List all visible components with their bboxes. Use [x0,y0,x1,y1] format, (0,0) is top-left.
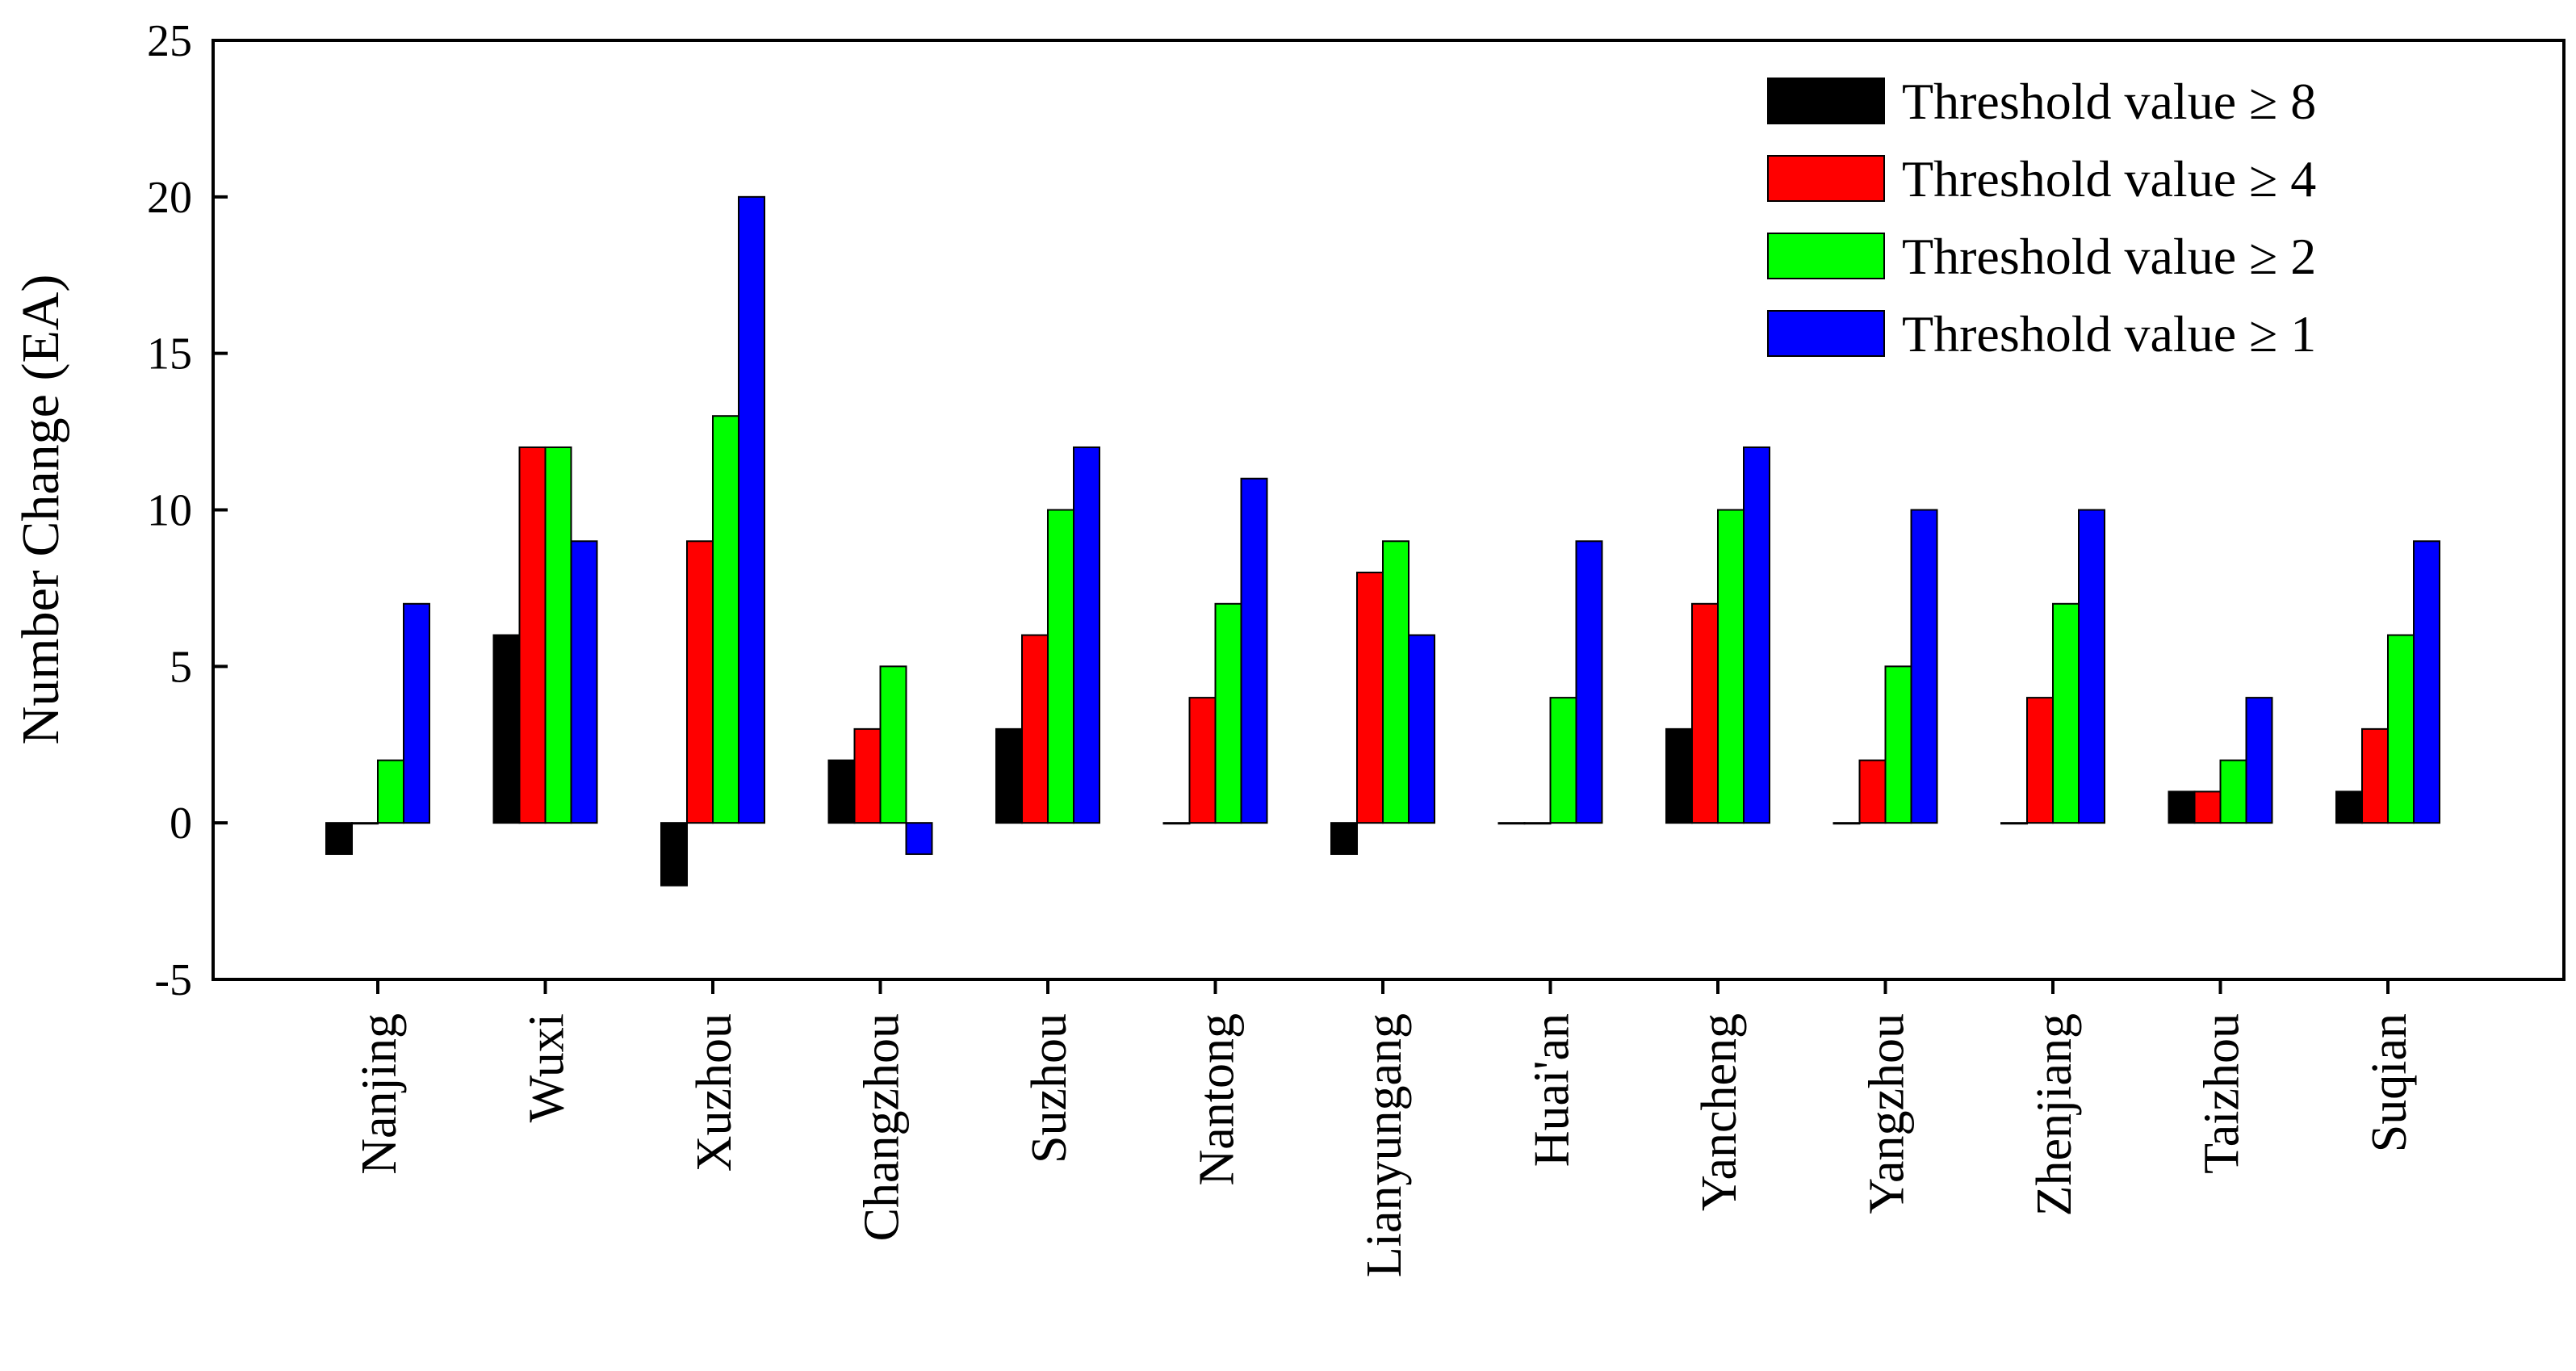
bar-suqian-series-1 [2335,790,2363,824]
legend-swatch [1767,310,1885,357]
bars-group [325,195,2440,887]
bar-wuxi-series-4 [570,540,598,824]
bar-yancheng-series-1 [1665,727,1693,824]
bar-yangzhou-series-1 [1833,822,1861,825]
bar-yangzhou-series-4 [1910,509,1938,824]
x-axis-ticks [376,979,2390,994]
bar-xuzhou-series-3 [712,415,739,824]
category-label: Huai'an [1525,1013,1580,1167]
legend-label: Threshold value ≥ 1 [1902,305,2316,363]
legend-label: Threshold value ≥ 4 [1902,150,2316,208]
bar-nantong-series-4 [1240,477,1268,824]
bar-taizhou-series-3 [2219,759,2247,824]
legend-label: Threshold value ≥ 8 [1902,73,2316,130]
bar-xuzhou-series-4 [738,195,765,824]
bar-suqian-series-3 [2387,634,2415,824]
bar-suzhou-series-1 [995,727,1023,824]
bar-suzhou-series-2 [1021,634,1049,824]
y-tick-label: 0 [170,799,192,849]
bar-lianyungang-series-2 [1356,572,1384,824]
category-label: Suqian [2362,1013,2417,1152]
category-label: Suzhou [1022,1013,1077,1163]
y-tick-label: -5 [154,955,192,1005]
legend-swatch [1767,78,1885,124]
y-axis-ticks: -5 0 5 10 15 20 25 [147,16,228,1005]
bar-lianyungang-series-4 [1408,634,1435,824]
category-label: Nanjing [352,1013,407,1175]
bar-taizhou-series-1 [2168,790,2196,824]
bar-suqian-series-4 [2413,540,2440,824]
bar-wuxi-series-1 [492,634,521,824]
bar-wuxi-series-3 [544,446,572,824]
category-label: Nantong [1190,1013,1245,1186]
bar-taizhou-series-2 [2193,790,2222,824]
y-tick-label: 5 [170,642,192,692]
category-label: Zhenjiang [2027,1013,2082,1216]
bar-huai-an-series-3 [1549,697,1577,824]
category-label: Xuzhou [687,1013,742,1172]
bar-nantong-series-3 [1214,602,1242,824]
bar-yangzhou-series-2 [1858,759,1887,824]
bar-changzhou-series-3 [879,665,907,824]
category-label: Wuxi [520,1013,575,1122]
y-tick-label: 20 [147,173,192,223]
bar-yancheng-series-3 [1717,509,1745,824]
bar-changzhou-series-1 [827,759,856,824]
y-axis-title: Number Change (EA) [11,275,70,745]
bar-huai-an-series-4 [1575,540,1603,824]
plot-area: -5 0 5 10 15 20 25 [147,16,2566,1005]
bar-zhenjiang-series-2 [2026,697,2054,824]
category-label: Taizhou [2195,1013,2250,1174]
bar-nanjing-series-4 [403,602,430,824]
bar-nanjing-series-3 [377,759,404,824]
category-label: Yangzhou [1860,1013,1915,1214]
bar-changzhou-series-2 [853,727,882,824]
legend-swatch [1767,233,1885,279]
legend-swatch [1767,155,1885,202]
bar-yancheng-series-4 [1743,446,1770,824]
bar-huai-an-series-2 [1523,822,1552,825]
bar-nanjing-series-1 [325,822,353,855]
bar-yancheng-series-2 [1691,602,1719,824]
bar-huai-an-series-1 [1497,822,1526,825]
bar-nantong-series-2 [1188,697,1217,824]
bar-changzhou-series-4 [905,822,933,855]
category-labels: Nanjing Wuxi Xuzhou Changzhou Suzhou Nantong L… [352,1013,2417,1277]
category-label: Lianyungang [1357,1013,1412,1277]
category-label: Changzhou [855,1013,910,1241]
bar-suqian-series-2 [2361,727,2389,824]
bar-xuzhou-series-2 [686,540,714,824]
bar-zhenjiang-series-3 [2052,602,2080,824]
bar-suzhou-series-4 [1073,446,1100,824]
y-tick-label: 25 [147,16,192,66]
y-tick-label: 10 [147,486,192,536]
bar-xuzhou-series-1 [660,822,688,887]
bar-zhenjiang-series-1 [2000,822,2028,825]
bar-yangzhou-series-3 [1884,665,1912,824]
legend: Threshold value ≥ 8 Threshold value ≥ 4 Th… [1767,73,2316,363]
bar-suzhou-series-3 [1047,509,1074,824]
bar-nantong-series-1 [1162,822,1191,825]
bar-nanjing-series-2 [351,822,379,825]
bar-taizhou-series-4 [2245,697,2273,824]
bar-lianyungang-series-1 [1330,822,1358,855]
y-tick-label: 15 [147,329,192,379]
legend-label: Threshold value ≥ 2 [1902,228,2316,285]
category-label: Yancheng [1692,1013,1747,1211]
bar-zhenjiang-series-4 [2078,509,2105,824]
bar-lianyungang-series-3 [1382,540,1409,824]
bar-wuxi-series-2 [518,446,547,824]
